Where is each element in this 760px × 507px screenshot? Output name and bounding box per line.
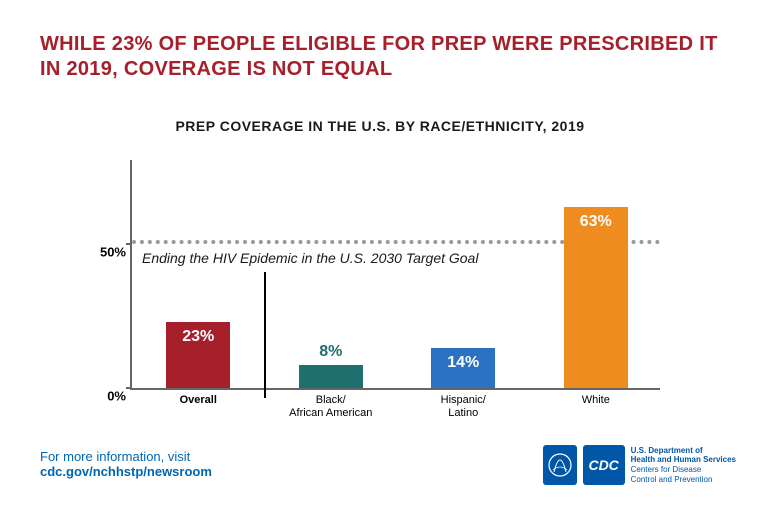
cdc-badge: CDC U.S. Department of Health and Human … <box>543 445 736 485</box>
group-divider <box>264 272 266 398</box>
hhs-seal-icon <box>543 445 577 485</box>
category-label: Hispanic/Latino <box>397 394 530 420</box>
bar: 63% <box>564 207 628 388</box>
cdc-line1: U.S. Department of <box>631 446 703 455</box>
plot-area: 0%50%Ending the HIV Epidemic in the U.S.… <box>130 160 660 390</box>
category-label: Overall <box>132 394 265 407</box>
footer-info: For more information, visit cdc.gov/nchh… <box>40 449 212 479</box>
footer-lead: For more information, visit <box>40 449 190 464</box>
cdc-line2: Health and Human Services <box>631 455 736 464</box>
y-tick-mark <box>126 387 132 389</box>
cdc-line4: Control and Prevention <box>631 475 713 484</box>
y-tick-label: 0% <box>86 389 126 404</box>
headline: WHILE 23% OF PEOPLE ELIGIBLE FOR PREP WE… <box>40 32 720 82</box>
bar-value-label: 14% <box>431 354 495 372</box>
bar-value-label: 63% <box>564 213 628 231</box>
bar-value-label: 8% <box>299 343 363 361</box>
bar: 23% <box>166 322 230 388</box>
cdc-logo-icon: CDC <box>583 445 625 485</box>
bar: 14% <box>431 348 495 388</box>
y-tick-label: 50% <box>86 245 126 260</box>
bar-chart: 0%50%Ending the HIV Epidemic in the U.S.… <box>130 160 660 390</box>
category-label: White <box>530 394 663 407</box>
cdc-line3: Centers for Disease <box>631 465 702 474</box>
bar: 8% <box>299 365 363 388</box>
cdc-attribution: U.S. Department of Health and Human Serv… <box>631 446 736 484</box>
goal-label: Ending the HIV Epidemic in the U.S. 2030… <box>142 250 478 266</box>
chart-subtitle: PREP COVERAGE IN THE U.S. BY RACE/ETHNIC… <box>0 118 760 134</box>
category-label: Black/African American <box>265 394 398 420</box>
footer-link[interactable]: cdc.gov/nchhstp/newsroom <box>40 464 212 479</box>
bar-value-label: 23% <box>166 328 230 346</box>
